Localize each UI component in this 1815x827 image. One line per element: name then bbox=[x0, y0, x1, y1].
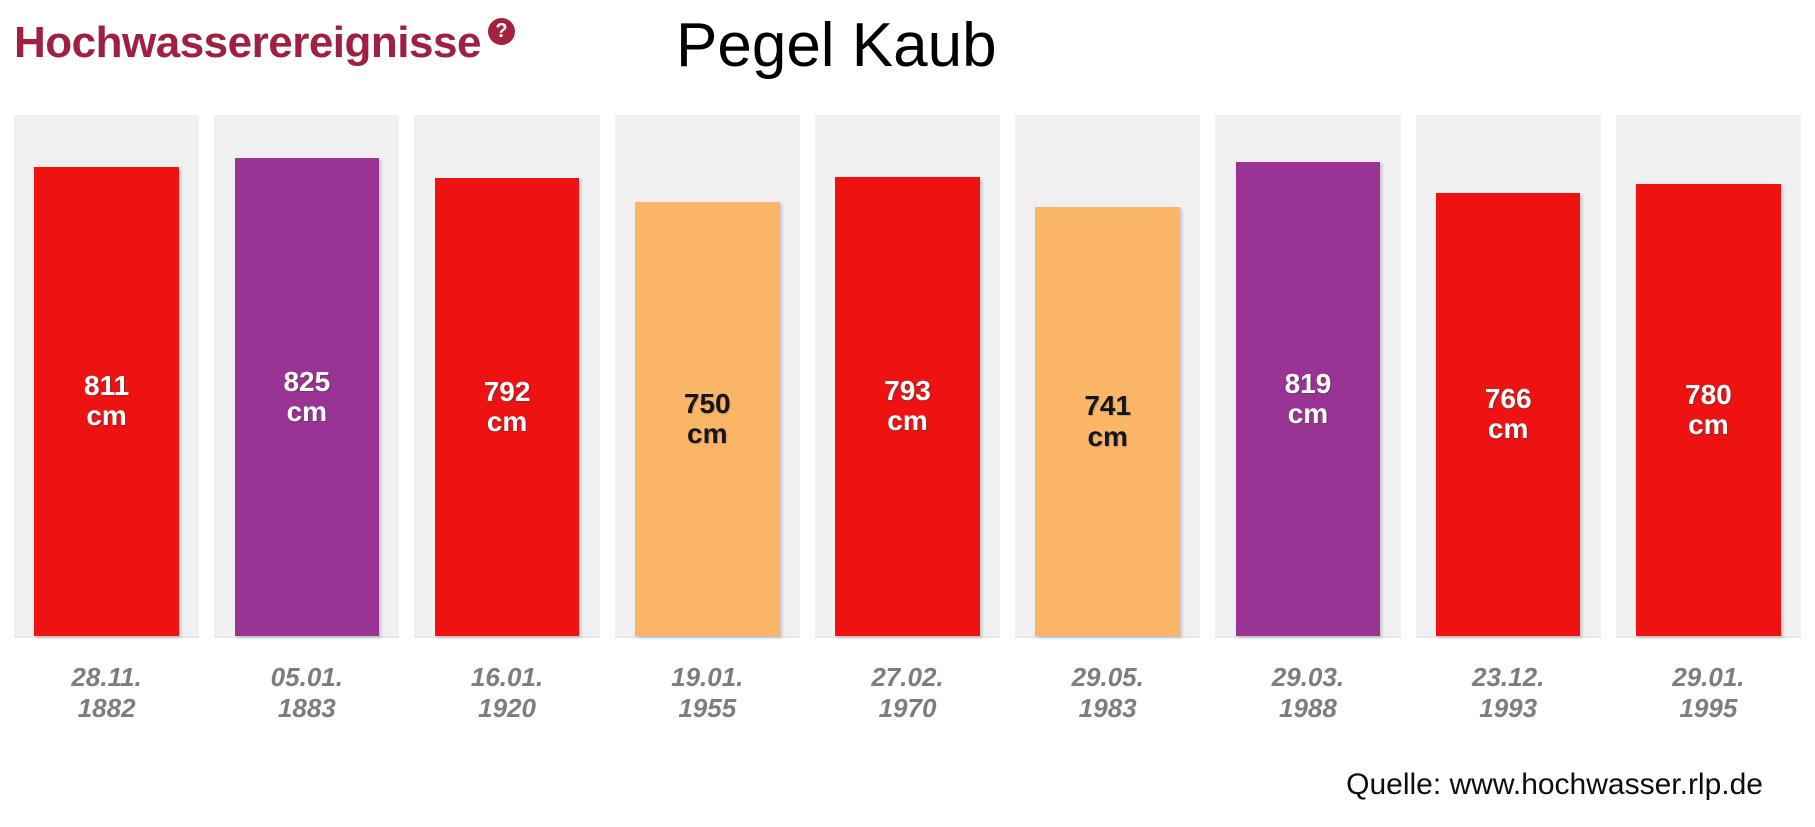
bar[interactable]: 825 cm bbox=[234, 158, 380, 636]
date-label: 29.01. 1995 bbox=[1616, 662, 1801, 723]
date-label: 19.01. 1955 bbox=[615, 662, 800, 723]
bar-value: 793 bbox=[884, 375, 931, 407]
bar-column: 766 cm bbox=[1415, 115, 1601, 638]
date-label: 05.01. 1883 bbox=[214, 662, 399, 723]
date-day: 29.05. bbox=[1071, 662, 1144, 692]
date-label: 29.03. 1988 bbox=[1215, 662, 1400, 723]
bar-unit: cm bbox=[86, 400, 127, 432]
help-icon[interactable]: ? bbox=[487, 18, 515, 45]
bar-value-label: 825 cm bbox=[283, 365, 331, 428]
bar-unit: cm bbox=[286, 396, 328, 428]
bar-unit: cm bbox=[687, 417, 728, 449]
bar-unit: cm bbox=[1287, 397, 1329, 429]
date-day: 27.02. bbox=[871, 662, 944, 692]
source-attribution: Quelle: www.hochwasser.rlp.de bbox=[1346, 768, 1763, 801]
bar-value-label: 780 cm bbox=[1685, 378, 1732, 441]
bar[interactable]: 766 cm bbox=[1435, 192, 1581, 636]
bar[interactable]: 793 cm bbox=[835, 176, 980, 636]
date-day: 28.11. bbox=[71, 662, 142, 692]
date-year: 1993 bbox=[1479, 692, 1538, 723]
bar-value: 750 bbox=[683, 387, 731, 419]
chart-title: Pegel Kaub bbox=[676, 11, 997, 80]
bar-column: 792 cm bbox=[414, 115, 600, 638]
bar-unit: cm bbox=[486, 405, 528, 437]
bar-value-label: 792 cm bbox=[483, 375, 531, 437]
bar-value-label: 766 cm bbox=[1484, 383, 1532, 445]
bar[interactable]: 780 cm bbox=[1636, 184, 1781, 636]
bar-value-label: 741 cm bbox=[1084, 390, 1132, 452]
bar-unit: cm bbox=[1087, 420, 1128, 452]
date-day: 29.01. bbox=[1672, 662, 1745, 692]
bar-value-label: 819 cm bbox=[1284, 367, 1332, 429]
bar-value: 792 bbox=[483, 375, 531, 407]
bar-column: 750 cm bbox=[614, 115, 800, 638]
bar-column: 741 cm bbox=[1015, 115, 1201, 638]
bar[interactable]: 792 cm bbox=[434, 177, 580, 636]
bar-unit: cm bbox=[887, 405, 928, 437]
date-year: 1983 bbox=[1078, 692, 1137, 723]
bar-value: 766 bbox=[1484, 383, 1532, 415]
bar-value: 819 bbox=[1284, 367, 1332, 399]
date-label: 16.01. 1920 bbox=[414, 662, 599, 723]
chart-header: Hochwasserereignisse? Pegel Kaub bbox=[0, 0, 1815, 115]
widget-title-text: Hochwasserereignisse bbox=[14, 18, 481, 67]
bar-column: 811 cm bbox=[14, 115, 200, 638]
bar[interactable]: 819 cm bbox=[1235, 161, 1381, 636]
bar-unit: cm bbox=[1487, 413, 1529, 445]
bar-value: 825 bbox=[283, 365, 331, 397]
date-day: 16.01. bbox=[470, 662, 544, 692]
date-year: 1882 bbox=[77, 692, 136, 723]
bar-value: 741 bbox=[1084, 390, 1132, 422]
date-day: 19.01. bbox=[671, 662, 744, 692]
date-label: 29.05. 1983 bbox=[1015, 662, 1200, 723]
date-year: 1920 bbox=[478, 692, 536, 723]
widget-title: Hochwasserereignisse? bbox=[14, 18, 515, 68]
bar-value: 780 bbox=[1685, 378, 1732, 410]
date-day: 29.03. bbox=[1271, 662, 1345, 692]
bar-column: 780 cm bbox=[1615, 115, 1801, 638]
date-year: 1995 bbox=[1679, 692, 1738, 723]
bar-chart-plot-area: 811 cm 825 cm 792 cm 750 cm 793 cm 741 cm 819 cm 766 cm… bbox=[14, 115, 1801, 638]
bar-value-label: 811 cm bbox=[84, 370, 130, 432]
bar[interactable]: 811 cm bbox=[34, 166, 179, 636]
date-label: 28.11. 1882 bbox=[14, 662, 199, 723]
bar[interactable]: 750 cm bbox=[635, 201, 780, 636]
bar-column: 819 cm bbox=[1215, 115, 1401, 638]
bar-value-label: 793 cm bbox=[884, 375, 931, 437]
bar-value: 811 bbox=[84, 370, 130, 402]
date-year: 1883 bbox=[277, 692, 336, 723]
date-year: 1970 bbox=[878, 692, 937, 723]
date-day: 23.12. bbox=[1472, 662, 1545, 692]
date-year: 1955 bbox=[678, 692, 737, 723]
bar-column: 825 cm bbox=[214, 115, 400, 638]
bar-unit: cm bbox=[1688, 409, 1729, 441]
date-label: 27.02. 1970 bbox=[815, 662, 1000, 723]
date-day: 05.01. bbox=[270, 662, 343, 692]
bar-value-label: 750 cm bbox=[683, 387, 731, 449]
date-year: 1988 bbox=[1279, 692, 1337, 723]
date-label: 23.12. 1993 bbox=[1416, 662, 1601, 723]
bar-column: 793 cm bbox=[814, 115, 1001, 638]
bar[interactable]: 741 cm bbox=[1035, 207, 1180, 636]
x-axis-date-labels: 28.11. 1882 05.01. 1883 16.01. 1920 19.01. 1955… bbox=[14, 662, 1801, 723]
